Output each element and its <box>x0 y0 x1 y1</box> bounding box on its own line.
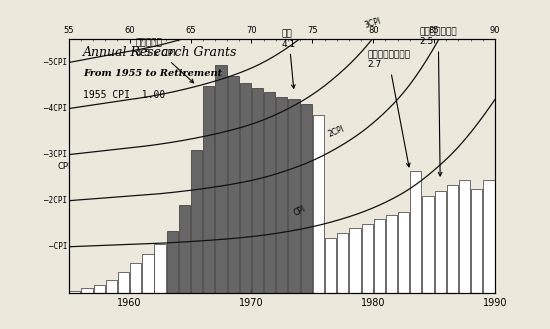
Bar <box>191 150 202 293</box>
Bar <box>349 228 361 293</box>
Bar <box>118 272 129 293</box>
Text: 竹巻
4.1: 竹巻 4.1 <box>282 29 296 89</box>
Text: —5CPI: —5CPI <box>45 58 68 67</box>
Bar <box>313 115 324 293</box>
Text: メソ気象学
4.5 x CPI: メソ気象学 4.5 x CPI <box>136 38 194 83</box>
Bar <box>410 171 421 293</box>
Bar <box>337 233 348 293</box>
Bar <box>434 191 446 293</box>
Text: 3CPI: 3CPI <box>364 16 383 30</box>
Bar <box>228 76 239 293</box>
Text: —3CPI: —3CPI <box>45 150 68 159</box>
Y-axis label: CPI: CPI <box>58 162 72 171</box>
Bar <box>94 285 105 293</box>
Bar <box>252 88 263 293</box>
Text: 1955 CPI  1.00: 1955 CPI 1.00 <box>84 90 166 100</box>
Bar <box>386 215 397 293</box>
Bar <box>216 65 227 293</box>
Bar <box>471 189 482 293</box>
Text: CPI: CPI <box>293 204 307 218</box>
Bar <box>130 263 141 293</box>
Text: Annual Research Grants: Annual Research Grants <box>84 46 238 60</box>
Bar <box>167 231 178 293</box>
Bar <box>301 104 312 293</box>
Bar <box>276 97 288 293</box>
Bar <box>483 180 494 293</box>
Bar <box>179 205 190 293</box>
Bar <box>81 288 92 293</box>
Bar <box>459 180 470 293</box>
Bar <box>106 280 117 293</box>
Bar <box>447 185 458 293</box>
Text: —CPI: —CPI <box>49 242 68 251</box>
Text: マイクロバースト
2.7: マイクロバースト 2.7 <box>367 50 410 167</box>
Bar <box>203 86 214 293</box>
Text: —4CPI: —4CPI <box>45 104 68 113</box>
Bar <box>288 99 300 293</box>
Text: From 1955 to Retirement: From 1955 to Retirement <box>84 69 223 78</box>
Bar <box>69 291 80 293</box>
Text: ストーム気氷学
2.5: ストーム気氷学 2.5 <box>420 27 457 176</box>
Bar <box>155 244 166 293</box>
Bar <box>142 254 153 293</box>
Bar <box>240 83 251 293</box>
Text: —2CPI: —2CPI <box>45 196 68 205</box>
Bar <box>361 224 373 293</box>
Text: 2CPI: 2CPI <box>327 124 346 139</box>
Bar <box>422 196 433 293</box>
Bar <box>325 238 336 293</box>
Bar <box>264 92 276 293</box>
Bar <box>373 219 385 293</box>
Bar <box>398 212 409 293</box>
